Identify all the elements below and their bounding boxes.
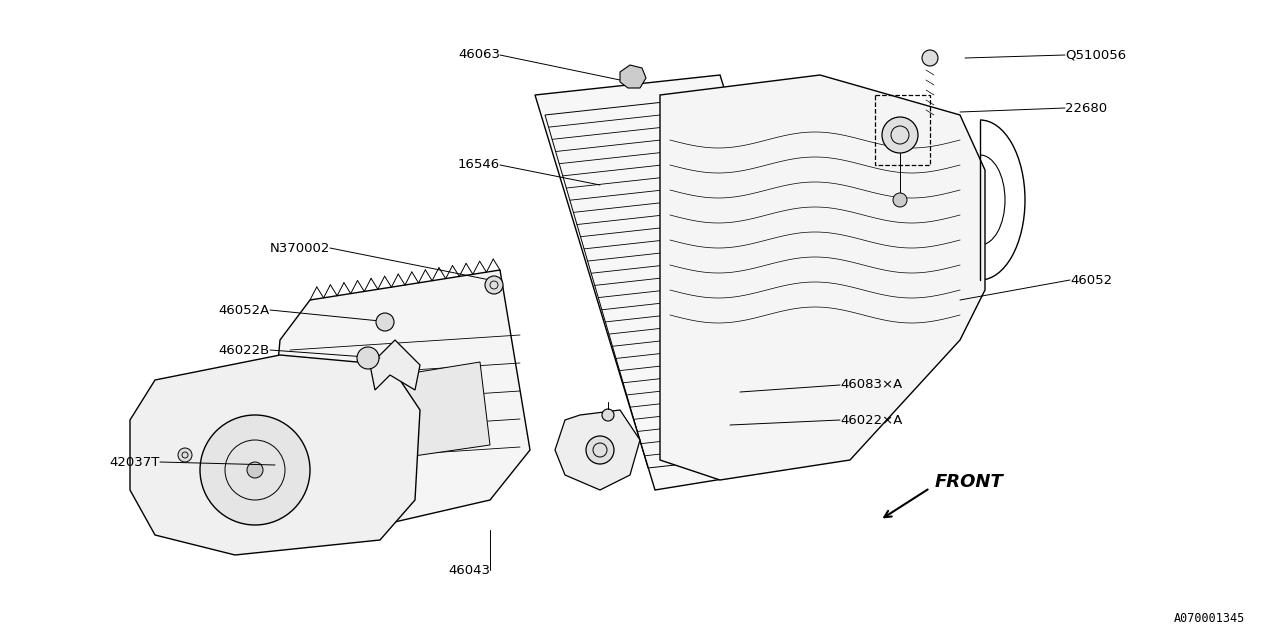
Circle shape xyxy=(357,347,379,369)
Text: 46022×A: 46022×A xyxy=(840,413,902,426)
Polygon shape xyxy=(556,410,640,490)
Text: 46063: 46063 xyxy=(458,49,500,61)
Text: 46083×A: 46083×A xyxy=(840,378,902,392)
Polygon shape xyxy=(660,75,986,480)
Text: 46022B: 46022B xyxy=(219,344,270,356)
Circle shape xyxy=(200,415,310,525)
Circle shape xyxy=(922,50,938,66)
Text: 42037T: 42037T xyxy=(110,456,160,468)
Circle shape xyxy=(882,117,918,153)
Circle shape xyxy=(178,448,192,462)
Circle shape xyxy=(247,462,262,478)
Polygon shape xyxy=(399,362,490,458)
Circle shape xyxy=(485,276,503,294)
Text: 16546: 16546 xyxy=(458,159,500,172)
Polygon shape xyxy=(131,355,420,555)
Text: 22680: 22680 xyxy=(1065,102,1107,115)
Text: 46052A: 46052A xyxy=(219,303,270,317)
Text: N370002: N370002 xyxy=(270,241,330,255)
Polygon shape xyxy=(370,340,420,390)
Text: A070001345: A070001345 xyxy=(1174,612,1245,625)
Circle shape xyxy=(376,313,394,331)
Text: 46043: 46043 xyxy=(448,563,490,577)
Circle shape xyxy=(602,409,614,421)
Polygon shape xyxy=(294,382,340,460)
Text: 46052: 46052 xyxy=(1070,273,1112,287)
Text: FRONT: FRONT xyxy=(934,473,1004,491)
Text: Q510056: Q510056 xyxy=(1065,49,1126,61)
Circle shape xyxy=(893,193,908,207)
Polygon shape xyxy=(620,65,646,88)
Circle shape xyxy=(586,436,614,464)
Polygon shape xyxy=(270,270,530,530)
Polygon shape xyxy=(535,75,840,490)
